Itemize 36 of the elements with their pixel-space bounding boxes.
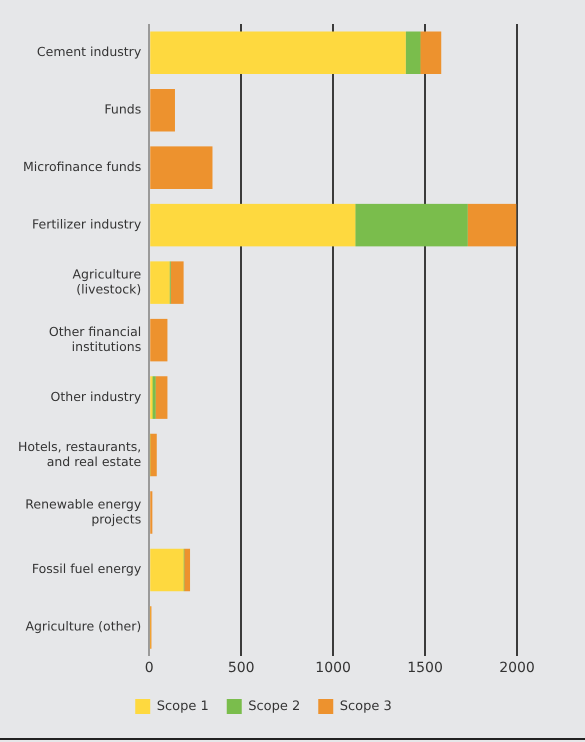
legend-label: Scope 2	[248, 698, 300, 714]
y-tick-label: Other financial institutions	[48, 324, 142, 354]
bar	[150, 318, 168, 362]
bar	[355, 204, 468, 246]
x-tick-label: 2000	[499, 660, 535, 676]
y-tick-label: Funds	[104, 101, 142, 116]
x-tick-label: 1500	[407, 660, 443, 676]
y-tick-label: Other industry	[50, 388, 142, 404]
bar	[406, 31, 420, 74]
bar	[150, 434, 157, 476]
bar	[150, 31, 406, 74]
bar	[150, 548, 184, 592]
y-tick-label: Agriculture (livestock)	[72, 266, 142, 296]
legend-label: Scope 1	[156, 698, 209, 714]
bar	[152, 376, 156, 419]
bar	[170, 261, 184, 304]
x-tick-label: 0	[144, 660, 154, 676]
y-tick-label: Fertilizer industry	[32, 216, 142, 232]
bar	[150, 146, 212, 189]
bar	[150, 88, 175, 132]
y-tick-label: Fossil fuel energy	[32, 561, 142, 576]
y-tick-label: Microfinance funds	[22, 158, 142, 174]
bar	[150, 376, 153, 419]
bar	[150, 204, 356, 246]
y-tick-label: Agriculture (other)	[25, 618, 142, 634]
bar	[150, 261, 170, 304]
y-tick-label: Cement industry	[36, 44, 142, 59]
y-tick-label: Hotels, restaurants, and real estate	[18, 438, 142, 469]
y-tick-label: Renewable energy projects	[25, 496, 142, 526]
bar	[156, 376, 168, 419]
bar	[184, 548, 190, 592]
bar	[420, 31, 442, 74]
bar	[468, 204, 516, 246]
legend-label: Scope 3	[340, 698, 392, 714]
x-tick-label: 500	[228, 660, 255, 676]
x-tick-label: 1000	[315, 660, 351, 676]
